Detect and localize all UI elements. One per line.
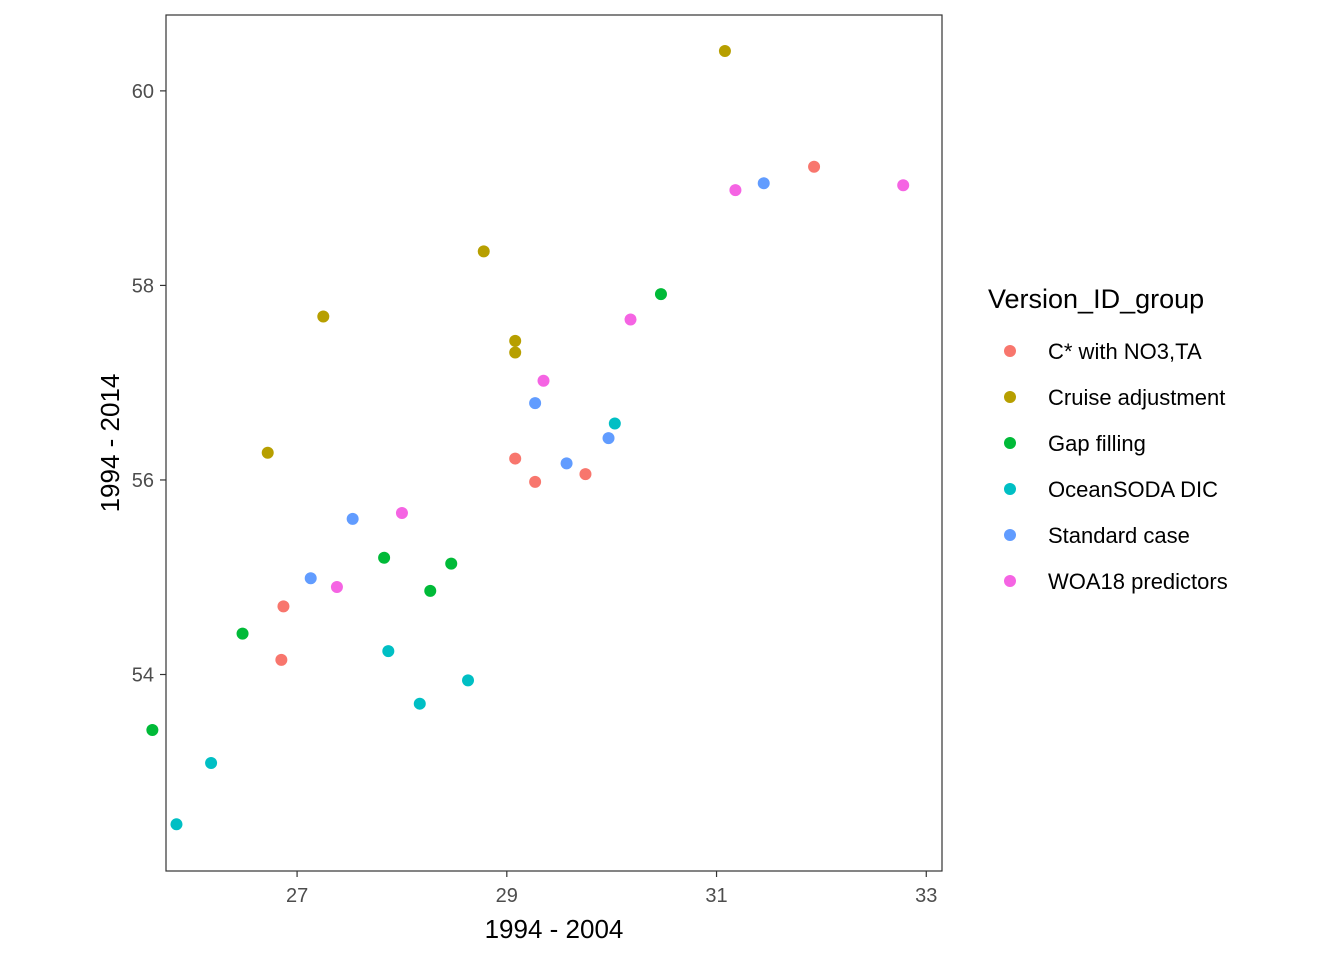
data-point <box>529 475 542 488</box>
data-point <box>462 674 475 687</box>
legend-key <box>1004 575 1016 587</box>
data-point <box>275 653 288 666</box>
data-point <box>529 397 542 410</box>
data-point <box>146 723 159 736</box>
data-point <box>317 310 330 323</box>
data-point <box>477 245 490 258</box>
data-point <box>205 757 218 770</box>
data-point <box>808 160 821 173</box>
data-point <box>330 580 343 593</box>
y-tick-label: 54 <box>132 665 154 687</box>
y-axis-title: 1994 - 2014 <box>95 374 125 513</box>
data-point <box>170 818 183 831</box>
data-point <box>346 512 359 525</box>
data-point <box>729 184 742 197</box>
legend-key <box>1004 345 1016 357</box>
legend-label: Standard case <box>1048 523 1190 548</box>
legend-title: Version_ID_group <box>988 284 1204 314</box>
data-point <box>579 468 592 481</box>
legend-label: OceanSODA DIC <box>1048 477 1218 502</box>
data-point <box>757 177 770 190</box>
data-point <box>624 313 637 326</box>
data-point <box>413 697 426 710</box>
data-point <box>897 179 910 192</box>
x-tick-label: 31 <box>705 885 727 907</box>
data-point <box>602 432 615 445</box>
data-point <box>236 627 249 640</box>
y-tick-label: 60 <box>132 81 154 103</box>
data-point <box>608 417 621 430</box>
data-point <box>560 457 573 470</box>
legend-key <box>1004 483 1016 495</box>
data-point <box>261 446 274 459</box>
panel-border <box>165 14 943 872</box>
legend-label: Gap filling <box>1048 431 1146 456</box>
legend-label: C* with NO3,TA <box>1048 339 1202 364</box>
y-tick-label: 58 <box>132 275 154 297</box>
x-axis: 27 29 31 33 <box>286 871 937 907</box>
data-point <box>509 334 522 347</box>
x-tick-label: 29 <box>496 885 518 907</box>
data-point <box>654 288 667 301</box>
data-point <box>537 374 550 387</box>
y-axis: 54 56 58 60 <box>132 81 166 687</box>
x-tick-label: 27 <box>286 885 308 907</box>
legend-key <box>1004 391 1016 403</box>
legend-key <box>1004 437 1016 449</box>
data-point <box>424 584 437 597</box>
legend: Version_ID_group C* with NO3,TA Cruise ad… <box>988 284 1228 594</box>
data-points <box>146 44 910 831</box>
data-point <box>395 507 408 520</box>
legend-label: Cruise adjustment <box>1048 385 1225 410</box>
legend-key <box>1004 529 1016 541</box>
data-point <box>445 557 458 570</box>
x-tick-label: 33 <box>915 885 937 907</box>
y-tick-label: 56 <box>132 470 154 492</box>
legend-label: WOA18 predictors <box>1048 569 1228 594</box>
data-point <box>378 551 391 564</box>
data-point <box>718 44 731 57</box>
data-point <box>509 452 522 465</box>
data-point <box>509 346 522 359</box>
data-point <box>277 600 290 613</box>
data-point <box>382 645 395 658</box>
x-axis-title: 1994 - 2004 <box>485 914 624 944</box>
data-point <box>304 572 317 585</box>
